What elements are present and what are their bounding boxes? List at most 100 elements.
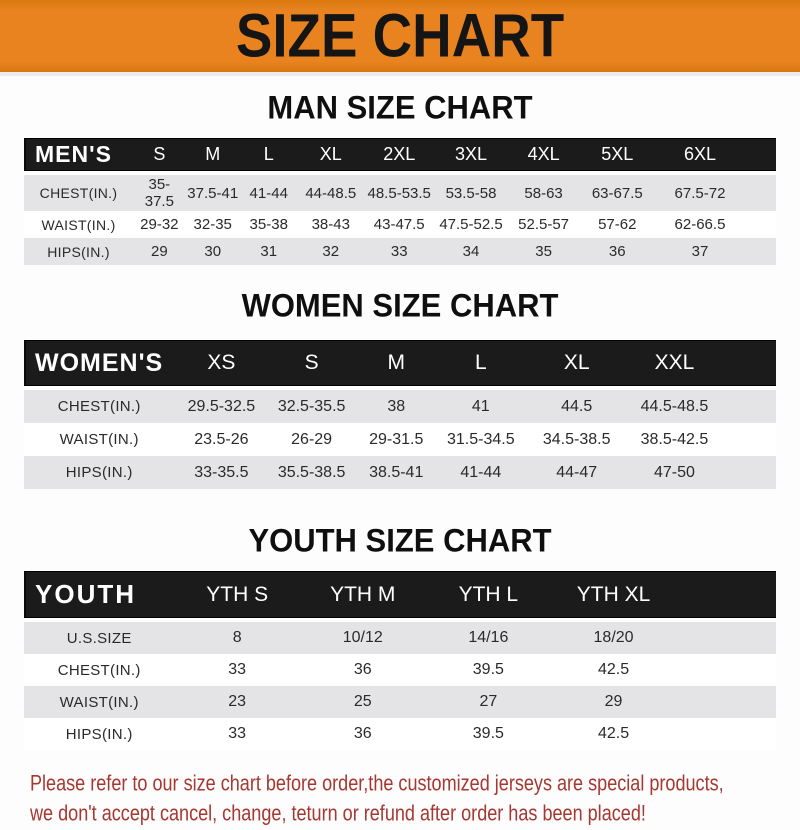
column-header: YTH XL [551, 571, 676, 618]
size-value-cell: 41-44 [437, 456, 525, 489]
size-value-cell: 43-47.5 [363, 211, 435, 238]
column-header: M [185, 138, 240, 171]
size-value-cell: 38.5-41 [354, 456, 438, 489]
size-value-cell: 33 [174, 654, 300, 686]
size-value-cell: 47-50 [629, 456, 720, 489]
size-chart-banner: SIZE CHART [0, 0, 800, 76]
column-header: 2XL [363, 138, 435, 171]
column-header: S [133, 138, 186, 171]
header-filler [745, 138, 776, 171]
size-value-cell: 52.5-57 [507, 211, 580, 238]
size-value-cell: 29-31.5 [354, 423, 438, 456]
size-value-cell: 26-29 [268, 423, 355, 456]
size-table-grid: MEN'S S M L XL 2XL 3XL 4XL 5XL 6XL CHEST(IN.) 35-37… [24, 138, 776, 265]
table-header-row: MEN'S S M L XL 2XL 3XL 4XL 5XL 6XL [24, 138, 776, 171]
table-row: CHEST(IN.) 33 36 39.5 42.5 [24, 654, 776, 686]
size-value-cell: 33 [363, 238, 435, 265]
size-value-cell: 53.5-58 [434, 171, 508, 211]
size-value-cell: 32.5-35.5 [268, 386, 355, 423]
table-row: WAIST(IN.) 23.5-26 26-29 29-31.5 31.5-34.5 34… [24, 423, 776, 456]
size-value-cell: 32 [297, 238, 364, 265]
size-value-cell: 31 [239, 238, 298, 265]
column-header: YTH L [425, 571, 552, 618]
size-value-cell: 57-62 [579, 211, 655, 238]
table-row: WAIST(IN.) 29-32 32-35 35-38 38-43 43-47.5 47.… [24, 211, 776, 238]
man-size-chart-title: MAN SIZE CHART [267, 89, 533, 126]
column-header: 4XL [507, 138, 580, 171]
row-filler [745, 238, 776, 265]
column-header: XS [174, 340, 269, 386]
size-value-cell: 31.5-34.5 [437, 423, 525, 456]
table-row: U.S.SIZE 8 10/12 14/16 18/20 [24, 618, 776, 654]
size-value-cell: 33-35.5 [174, 456, 269, 489]
size-value-cell: 48.5-53.5 [363, 171, 435, 211]
size-value-cell: 18/20 [551, 618, 676, 654]
youth-size-table: YOUTH YTH S YTH M YTH L YTH XL U.S.SIZE 8 10/12… [24, 571, 776, 750]
size-value-cell: 34.5-38.5 [524, 423, 630, 456]
women-size-table: WOMEN'S XS S M L XL XXL CHEST(IN.) 29.5-32.5 32.5… [24, 340, 776, 489]
size-table-grid: WOMEN'S XS S M L XL XXL CHEST(IN.) 29.5-32.5 32.5… [24, 340, 776, 489]
column-header: 5XL [579, 138, 655, 171]
size-value-cell: 38-43 [297, 211, 364, 238]
size-value-cell: 36 [299, 718, 426, 750]
table-row: HIPS(IN.) 33 36 39.5 42.5 [24, 718, 776, 750]
size-value-cell: 41-44 [239, 171, 298, 211]
size-value-cell: 34 [434, 238, 508, 265]
size-table-grid: YOUTH YTH S YTH M YTH L YTH XL U.S.SIZE 8 10/12… [24, 571, 776, 750]
row-label: HIPS(IN.) [24, 456, 175, 489]
row-label: HIPS(IN.) [24, 718, 175, 750]
size-value-cell: 62-66.5 [654, 211, 746, 238]
row-label: WAIST(IN.) [24, 423, 175, 456]
row-filler [675, 686, 776, 718]
row-label: HIPS(IN.) [24, 238, 134, 265]
table-row: HIPS(IN.) 29 30 31 32 33 34 35 36 37 [24, 238, 776, 265]
size-value-cell: 42.5 [551, 654, 676, 686]
column-header: L [239, 138, 298, 171]
header-filler [719, 340, 776, 386]
size-value-cell: 38.5-42.5 [629, 423, 720, 456]
table-row: CHEST(IN.) 29.5-32.5 32.5-35.5 38 41 44.5 44.5… [24, 386, 776, 423]
size-value-cell: 35-37.5 [133, 171, 186, 211]
row-label: CHEST(IN.) [24, 654, 175, 686]
table-header-row: YOUTH YTH S YTH M YTH L YTH XL [24, 571, 776, 618]
column-header: 6XL [654, 138, 746, 171]
table-corner-label: WOMEN'S [24, 340, 175, 386]
size-value-cell: 35.5-38.5 [268, 456, 355, 489]
size-value-cell: 44-47 [524, 456, 630, 489]
size-value-cell: 44.5-48.5 [629, 386, 720, 423]
size-value-cell: 36 [579, 238, 655, 265]
banner-title: SIZE CHART [235, 1, 565, 71]
column-header: S [268, 340, 355, 386]
row-filler [719, 423, 776, 456]
table-header-row: WOMEN'S XS S M L XL XXL [24, 340, 776, 386]
size-value-cell: 38 [354, 386, 438, 423]
row-filler [675, 618, 776, 654]
size-value-cell: 39.5 [425, 654, 552, 686]
size-value-cell: 29 [133, 238, 186, 265]
size-value-cell: 23.5-26 [174, 423, 269, 456]
size-value-cell: 33 [174, 718, 300, 750]
man-size-table: MEN'S S M L XL 2XL 3XL 4XL 5XL 6XL CHEST(IN.) 35-37… [24, 138, 776, 265]
order-disclaimer: Please refer to our size chart before or… [30, 769, 800, 829]
youth-size-chart-title: YOUTH SIZE CHART [248, 522, 552, 559]
column-header: XXL [629, 340, 720, 386]
size-value-cell: 14/16 [425, 618, 552, 654]
column-header: YTH S [174, 571, 300, 618]
row-label: WAIST(IN.) [24, 211, 134, 238]
column-header: 3XL [434, 138, 508, 171]
row-filler [675, 654, 776, 686]
size-value-cell: 32-35 [185, 211, 240, 238]
size-value-cell: 29 [551, 686, 676, 718]
size-value-cell: 41 [437, 386, 525, 423]
women-size-chart-title: WOMEN SIZE CHART [241, 287, 559, 324]
size-value-cell: 58-63 [507, 171, 580, 211]
size-value-cell: 39.5 [425, 718, 552, 750]
table-row: HIPS(IN.) 33-35.5 35.5-38.5 38.5-41 41-44 44-… [24, 456, 776, 489]
row-label: WAIST(IN.) [24, 686, 175, 718]
column-header: XL [297, 138, 364, 171]
table-row: WAIST(IN.) 23 25 27 29 [24, 686, 776, 718]
size-value-cell: 27 [425, 686, 552, 718]
size-value-cell: 44-48.5 [297, 171, 364, 211]
size-value-cell: 30 [185, 238, 240, 265]
table-corner-label: YOUTH [24, 571, 175, 618]
